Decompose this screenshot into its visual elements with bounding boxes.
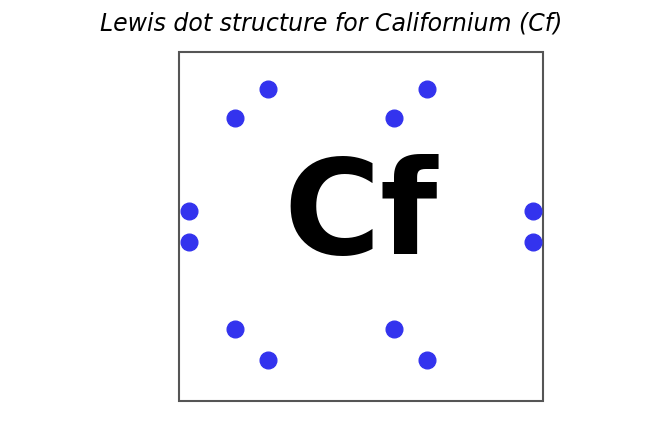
Text: Cf: Cf (283, 154, 438, 282)
Text: Lewis dot structure for Californium (Cf): Lewis dot structure for Californium (Cf) (100, 12, 562, 36)
Bar (179, 52, 543, 401)
